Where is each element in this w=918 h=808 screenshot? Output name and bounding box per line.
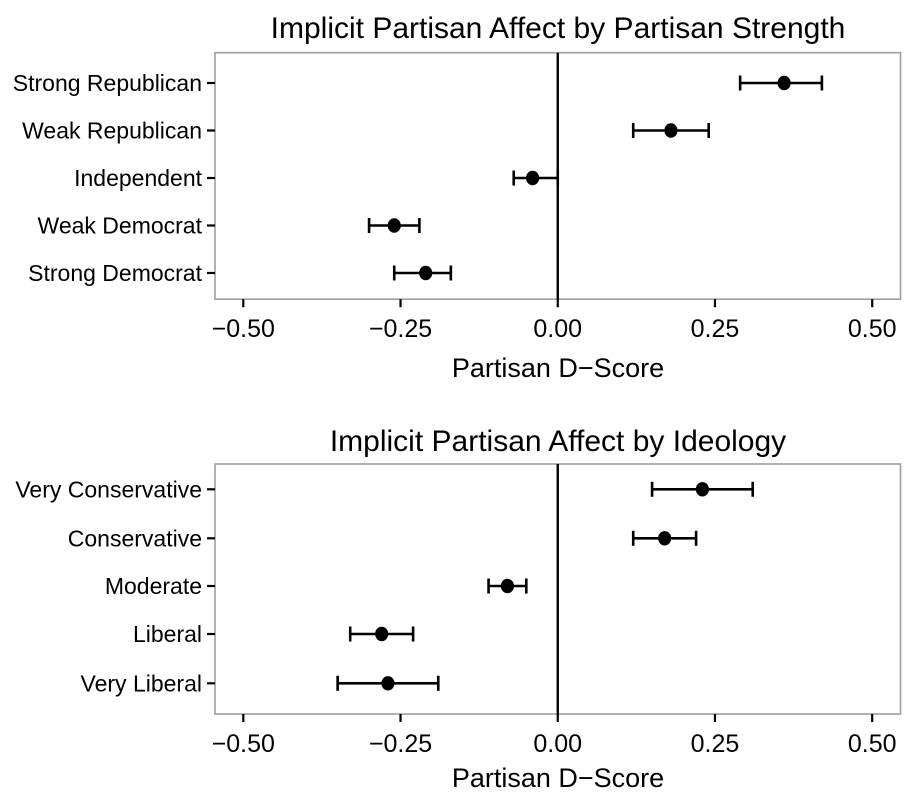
x-tick-label: −0.25: [369, 730, 432, 758]
point-estimate-strong-republican: [777, 75, 791, 91]
point-estimate-liberal: [375, 626, 389, 642]
point-estimate-weak-democrat: [387, 218, 401, 233]
y-axis-category-label: Weak Republican: [22, 118, 202, 144]
x-tick-label: 0.00: [533, 315, 582, 343]
point-estimate-very-conservative: [695, 482, 709, 497]
y-axis-category-label: Strong Republican: [13, 70, 202, 96]
x-tick-label: 0.50: [848, 730, 897, 758]
y-axis-category-label: Independent: [74, 165, 203, 191]
point-estimate-conservative: [658, 531, 672, 546]
point-estimate-moderate: [500, 578, 515, 594]
y-axis-category-label: Moderate: [105, 573, 202, 599]
x-tick-label: −0.25: [369, 315, 432, 343]
x-axis-title-partisan-strength: Partisan D−Score: [451, 353, 665, 383]
y-axis-category-label: Liberal: [133, 621, 202, 647]
point-estimate-strong-democrat: [419, 265, 433, 281]
y-axis-category-label: Strong Democrat: [28, 260, 202, 286]
point-estimate-very-liberal: [381, 676, 395, 691]
chart-title-ideology: Implicit Partisan Affect by Ideology: [329, 425, 787, 458]
x-tick-label: 0.00: [533, 730, 582, 758]
point-estimate-weak-republican: [664, 123, 678, 138]
point-estimate-independent: [525, 170, 540, 186]
x-axis-title-ideology: Partisan D−Score: [451, 763, 665, 793]
y-axis-category-label: Very Conservative: [15, 476, 202, 502]
x-tick-label: 0.50: [848, 315, 897, 343]
x-tick-label: −0.50: [212, 315, 275, 343]
y-axis-category-label: Very Liberal: [81, 670, 202, 696]
x-tick-label: 0.25: [691, 730, 740, 758]
x-tick-label: −0.50: [212, 730, 275, 758]
chart-title-partisan-strength: Implicit Partisan Affect by Partisan Str…: [270, 12, 846, 45]
y-axis-category-label: Weak Democrat: [38, 213, 203, 239]
x-tick-label: 0.25: [691, 315, 740, 343]
y-axis-category-label: Conservative: [68, 525, 202, 551]
